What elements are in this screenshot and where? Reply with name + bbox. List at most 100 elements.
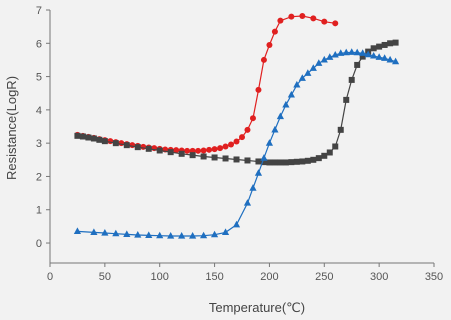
data-point [276, 112, 284, 120]
data-point [255, 86, 262, 93]
data-point [96, 136, 103, 143]
data-point [293, 80, 301, 88]
data-point [288, 13, 295, 20]
data-point [310, 15, 317, 22]
data-point [254, 169, 263, 176]
data-point [210, 230, 219, 238]
data-point [315, 59, 323, 66]
data-point [332, 20, 339, 27]
data-point [348, 48, 356, 55]
data-point [266, 159, 273, 166]
y-tick-label: 6 [36, 38, 42, 50]
data-point [298, 74, 306, 81]
data-point [73, 227, 82, 234]
data-point [260, 159, 267, 166]
data-point [243, 199, 252, 206]
data-point [282, 100, 290, 108]
data-point [249, 115, 256, 122]
x-tick-label: 200 [260, 271, 278, 283]
data-point [359, 49, 367, 56]
data-point [271, 125, 279, 133]
data-point [222, 143, 229, 150]
data-point [288, 159, 295, 166]
data-point [211, 146, 218, 153]
data-point [282, 159, 289, 166]
data-point [392, 57, 400, 65]
data-point [364, 50, 372, 58]
data-point [309, 64, 317, 71]
x-tick-label: 0 [47, 271, 53, 283]
data-point [134, 144, 141, 151]
data-point [178, 150, 185, 157]
data-point [123, 142, 130, 149]
data-point [228, 141, 235, 148]
data-point [304, 157, 311, 164]
data-point [376, 43, 383, 50]
data-point [293, 158, 300, 165]
data-point [85, 134, 92, 141]
data-point [90, 228, 98, 235]
data-point [101, 229, 109, 236]
data-point [287, 90, 295, 98]
data-point [233, 156, 240, 163]
chart-axes [49, 10, 434, 264]
data-point [321, 152, 328, 159]
data-point [387, 40, 394, 47]
data-point [140, 143, 147, 150]
y-tick-label: 3 [36, 138, 42, 150]
data-point [265, 139, 274, 146]
data-point [304, 69, 312, 76]
data-point [299, 158, 306, 165]
data-point [271, 28, 278, 35]
data-point [277, 159, 284, 166]
data-point [392, 39, 399, 46]
data-point [342, 48, 350, 56]
series-2 [74, 39, 399, 166]
data-point [74, 132, 81, 139]
data-point [315, 155, 322, 162]
data-point [189, 232, 197, 239]
data-point [310, 156, 317, 163]
x-tick-label: 50 [99, 271, 111, 283]
data-point [222, 155, 229, 162]
data-point [260, 56, 267, 63]
x-tick-label: 100 [151, 271, 169, 283]
x-tick-label: 250 [315, 271, 333, 283]
data-point [331, 50, 339, 58]
data-point [156, 147, 163, 154]
data-point [145, 145, 152, 152]
data-point [277, 17, 284, 24]
data-point [239, 134, 245, 141]
data-point [167, 232, 175, 239]
data-point [337, 49, 345, 56]
chart-ticks: 0 50 100 150 200 250 300 350 0 1 2 3 4 5 6 7 [36, 5, 443, 283]
data-point [249, 184, 257, 191]
data-point [101, 138, 108, 145]
data-point [200, 147, 207, 154]
data-point [221, 228, 230, 235]
data-point [90, 135, 97, 142]
data-point [206, 146, 213, 153]
y-tick-label: 4 [36, 105, 42, 117]
data-point [375, 53, 383, 60]
data-point [178, 232, 186, 239]
chart-series [73, 12, 400, 239]
data-point [381, 54, 389, 61]
data-point [359, 53, 366, 60]
y-tick-label: 0 [36, 238, 42, 250]
data-point [123, 230, 131, 237]
data-point [129, 142, 136, 149]
data-point [167, 149, 174, 156]
data-point [156, 231, 164, 239]
data-point [134, 231, 142, 238]
x-tick-label: 300 [370, 271, 388, 283]
data-point [271, 159, 278, 166]
data-point [326, 53, 334, 60]
data-point [107, 138, 114, 145]
y-axis-title: Resistance(LogR) [4, 76, 19, 180]
data-point [381, 41, 388, 48]
data-point [200, 231, 208, 239]
data-point [79, 133, 86, 140]
data-point [200, 153, 207, 160]
